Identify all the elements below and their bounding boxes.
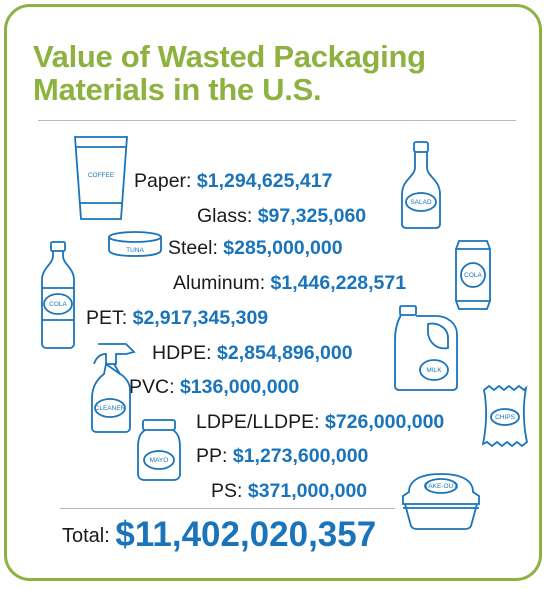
ps-row: PS: $371,000,000 bbox=[211, 480, 367, 502]
ldpe-value: $726,000,000 bbox=[324, 411, 445, 433]
cola-can-icon: COLA bbox=[453, 239, 493, 311]
tuna-can-label: TUNA bbox=[126, 247, 144, 254]
paper-row: Paper: $1,294,625,417 bbox=[134, 170, 332, 192]
ldpe-label: LDPE/LLDPE: bbox=[196, 411, 320, 433]
milk-jug-label: MILK bbox=[426, 367, 442, 374]
cleaner-spray-icon: CLEANER bbox=[86, 340, 142, 434]
chips-bag-label: CHIPS bbox=[495, 414, 516, 421]
takeout-container-label: TAKE-OUT bbox=[425, 483, 457, 490]
ldpe-row: LDPE/LLDPE: $726,000,000 bbox=[196, 411, 444, 433]
title-line-1: Value of Wasted Packaging bbox=[33, 39, 426, 74]
glass-value: $97,325,060 bbox=[257, 205, 367, 227]
hdpe-label: HDPE: bbox=[152, 342, 212, 364]
cola-bottle-label: COLA bbox=[49, 301, 67, 308]
pp-value: $1,273,600,000 bbox=[232, 445, 369, 467]
cleaner-spray-label: CLEANER bbox=[95, 405, 126, 412]
mayo-jar-icon: MAYO bbox=[135, 418, 183, 482]
infographic-card bbox=[4, 4, 542, 581]
total-label: Total: bbox=[62, 525, 110, 547]
aluminum-value: $1,446,228,571 bbox=[270, 272, 407, 294]
aluminum-row: Aluminum: $1,446,228,571 bbox=[173, 272, 406, 294]
pet-label: PET: bbox=[86, 307, 128, 329]
salad-bottle-icon: SALAD bbox=[398, 140, 444, 230]
ps-value: $371,000,000 bbox=[247, 480, 368, 502]
cola-bottle-icon: COLA bbox=[36, 240, 80, 350]
paper-label: Paper: bbox=[134, 170, 192, 192]
paper-value: $1,294,625,417 bbox=[196, 170, 333, 192]
pvc-row: PVC: $136,000,000 bbox=[129, 376, 299, 398]
coffee-cup-icon: COFFEE bbox=[71, 133, 131, 223]
pvc-label: PVC: bbox=[129, 376, 175, 398]
steel-row: Steel: $285,000,000 bbox=[168, 237, 343, 259]
steel-value: $285,000,000 bbox=[223, 237, 343, 259]
hdpe-row: HDPE: $2,854,896,000 bbox=[152, 342, 353, 364]
tuna-can-icon: TUNA bbox=[106, 230, 164, 258]
pet-row: PET: $2,917,345,309 bbox=[86, 307, 268, 329]
pet-value: $2,917,345,309 bbox=[132, 307, 269, 329]
glass-label: Glass: bbox=[197, 205, 253, 227]
pvc-value: $136,000,000 bbox=[179, 376, 300, 398]
ps-label: PS: bbox=[211, 480, 243, 502]
pp-label: PP: bbox=[196, 445, 228, 467]
salad-bottle-label: SALAD bbox=[410, 199, 432, 206]
pp-row: PP: $1,273,600,000 bbox=[196, 445, 368, 467]
title-divider bbox=[38, 120, 516, 121]
glass-row: Glass: $97,325,060 bbox=[197, 205, 366, 227]
mayo-jar-label: MAYO bbox=[150, 457, 169, 464]
cola-can-label: COLA bbox=[464, 272, 482, 279]
total-divider bbox=[60, 508, 395, 509]
total-row: Total: $11,402,020,357 bbox=[62, 515, 376, 555]
infographic-title: Value of Wasted Packaging Materials in th… bbox=[33, 40, 426, 106]
title-line-2: Materials in the U.S. bbox=[33, 72, 322, 107]
coffee-cup-label: COFFEE bbox=[88, 172, 115, 179]
aluminum-label: Aluminum: bbox=[173, 272, 266, 294]
hdpe-value: $2,854,896,000 bbox=[217, 342, 353, 364]
chips-bag-icon: CHIPS bbox=[481, 384, 529, 448]
milk-jug-icon: MILK bbox=[392, 304, 460, 392]
steel-label: Steel: bbox=[168, 237, 218, 259]
takeout-container-icon: TAKE-OUT bbox=[399, 470, 483, 532]
total-value: $11,402,020,357 bbox=[115, 515, 377, 554]
